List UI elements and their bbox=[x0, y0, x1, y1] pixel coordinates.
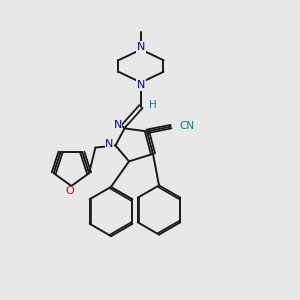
Text: N: N bbox=[113, 120, 122, 130]
Text: N: N bbox=[105, 139, 114, 149]
Text: H: H bbox=[148, 100, 156, 110]
Text: N: N bbox=[137, 80, 145, 90]
Text: CN: CN bbox=[179, 121, 194, 131]
Text: N: N bbox=[137, 42, 145, 52]
Text: O: O bbox=[65, 186, 74, 197]
